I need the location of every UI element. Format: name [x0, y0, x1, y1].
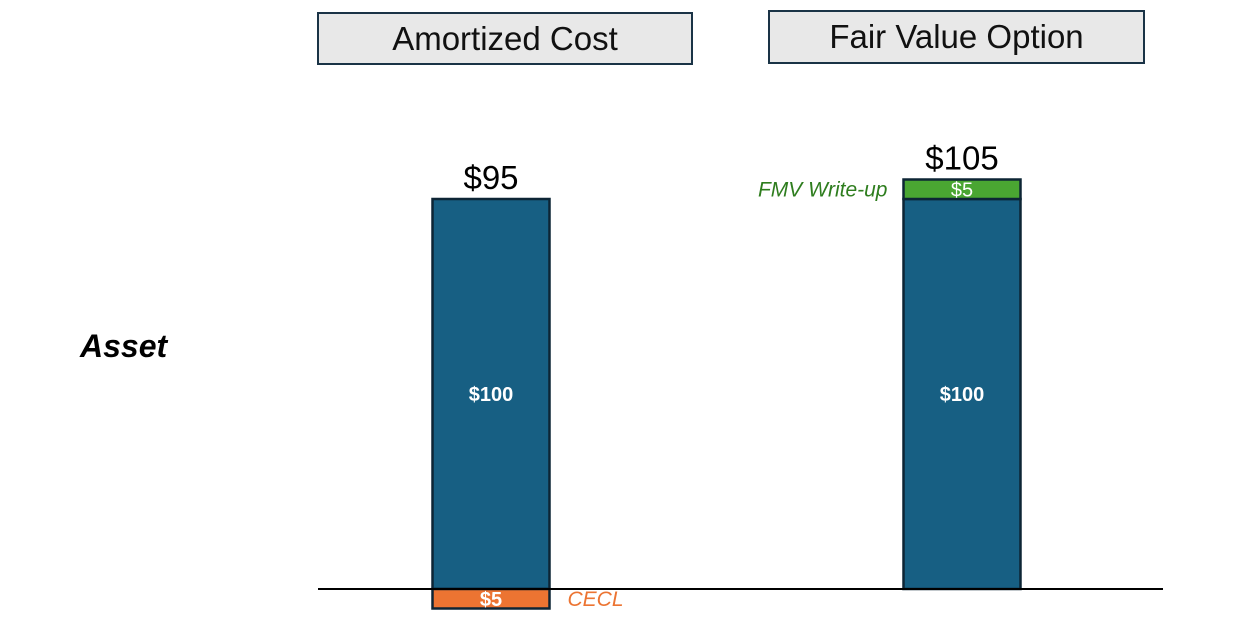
bar-amortized-cost-cecl-label: $5: [480, 589, 502, 611]
bar-fair-value-option-base-label: $100: [940, 384, 985, 406]
fair-value-option-header-label: Fair Value Option: [829, 18, 1084, 55]
amortized-cost-header: Amortized Cost: [317, 12, 693, 65]
total-label-fair-value-option: $105: [925, 140, 998, 177]
bar-amortized-cost-base-label: $100: [469, 384, 514, 406]
asset-row-label: Asset: [80, 328, 168, 364]
amortized-cost-header-label: Amortized Cost: [392, 19, 618, 57]
fmv-write-up-annotation: FMV Write-up: [758, 178, 888, 201]
total-label-amortized-cost: $95: [463, 159, 518, 196]
fair-value-option-header: Fair Value Option: [768, 10, 1145, 64]
bar-fair-value-option-fmv-write-up-label: $5: [951, 179, 973, 201]
cecl-annotation: CECL: [568, 588, 624, 611]
bar-fair-value-option-fmv-write-up: [902, 178, 1022, 201]
